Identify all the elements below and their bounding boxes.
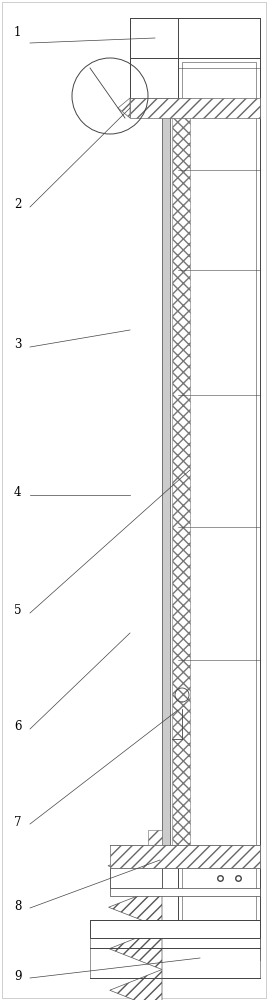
- Bar: [90, 938, 260, 948]
- Text: 6: 6: [14, 720, 21, 734]
- Text: 8: 8: [14, 900, 21, 912]
- Text: 5: 5: [14, 604, 21, 617]
- Bar: [130, 18, 260, 58]
- Bar: [162, 98, 170, 845]
- Bar: [130, 98, 260, 118]
- Text: 9: 9: [14, 970, 21, 982]
- Bar: [110, 868, 162, 888]
- Text: 7: 7: [14, 816, 21, 828]
- Bar: [178, 58, 260, 960]
- Polygon shape: [109, 886, 162, 928]
- Text: 1: 1: [14, 25, 21, 38]
- Bar: [90, 948, 260, 978]
- Bar: [110, 888, 260, 896]
- Text: 2: 2: [14, 198, 21, 212]
- Text: 4: 4: [14, 487, 21, 499]
- Polygon shape: [108, 845, 162, 886]
- Bar: [110, 845, 260, 868]
- Polygon shape: [110, 970, 162, 1000]
- Bar: [182, 62, 256, 956]
- Bar: [90, 920, 260, 938]
- Polygon shape: [109, 928, 162, 970]
- Polygon shape: [118, 98, 130, 118]
- Bar: [148, 830, 162, 845]
- Bar: [130, 58, 178, 98]
- Text: 3: 3: [14, 338, 21, 352]
- Bar: [172, 98, 190, 845]
